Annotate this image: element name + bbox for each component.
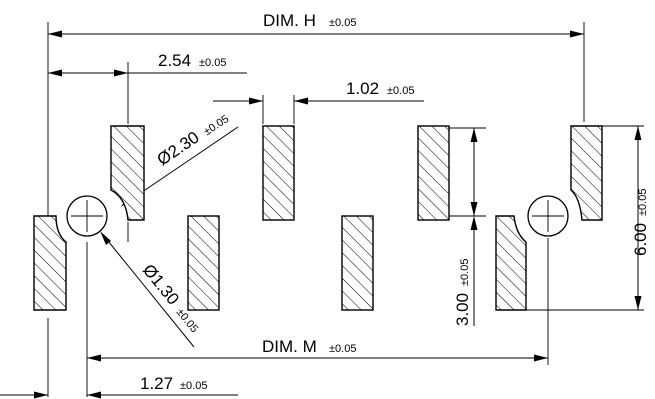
dim-h-label: DIM. H [263,11,316,30]
dim-1-27-value: 1.27 [140,374,173,393]
dim-2-54-tolerance: ±0.05 [199,57,226,69]
dim-2-54: 2.54 ±0.05 [48,51,247,77]
dim-1-27-tolerance: ±0.05 [180,380,207,392]
pad-top-3 [417,125,450,221]
dim-3-00-value: 3.00 [453,293,472,326]
pad-left-lower [33,215,67,311]
dim-2-54-value: 2.54 [158,51,191,70]
dim-6-00-tolerance: ±0.05 [637,189,649,216]
hole-right [527,195,569,237]
dim-1-02: 1.02 ±0.05 [213,79,424,105]
pads [33,125,603,311]
dim-3-00-tolerance: ±0.05 [459,259,471,286]
dim-m: DIM. M ±0.05 [87,337,548,362]
dim-1-02-value: 1.02 [346,79,379,98]
dim-6-00: 6.00 ±0.05 [631,126,650,310]
dim-1-27: 1.27 ±0.05 [0,374,238,399]
dim-h-tolerance: ±0.05 [329,17,356,29]
pad-left-upper [110,125,145,221]
dim-m-tolerance: ±0.05 [329,343,356,355]
dim-6-00-value: 6.00 [631,223,650,256]
pad-top-2 [262,125,295,221]
extension-lines [47,22,644,397]
pad-right-upper [570,125,603,221]
dim-dia-2-30-value: Ø2.30 [154,128,203,170]
dim-3-00: 3.00 ±0.05 [453,128,478,326]
dim-h: DIM. H ±0.05 [48,11,584,38]
dim-1-02-tolerance: ±0.05 [387,85,414,97]
dim-m-label: DIM. M [262,337,317,356]
hole-left [66,195,108,237]
pad-bottom-2 [187,215,220,311]
dim-dia-1-30-value: Ø1.30 [139,261,183,309]
pad-right-lower [495,215,527,311]
pad-bottom-3 [341,215,374,311]
